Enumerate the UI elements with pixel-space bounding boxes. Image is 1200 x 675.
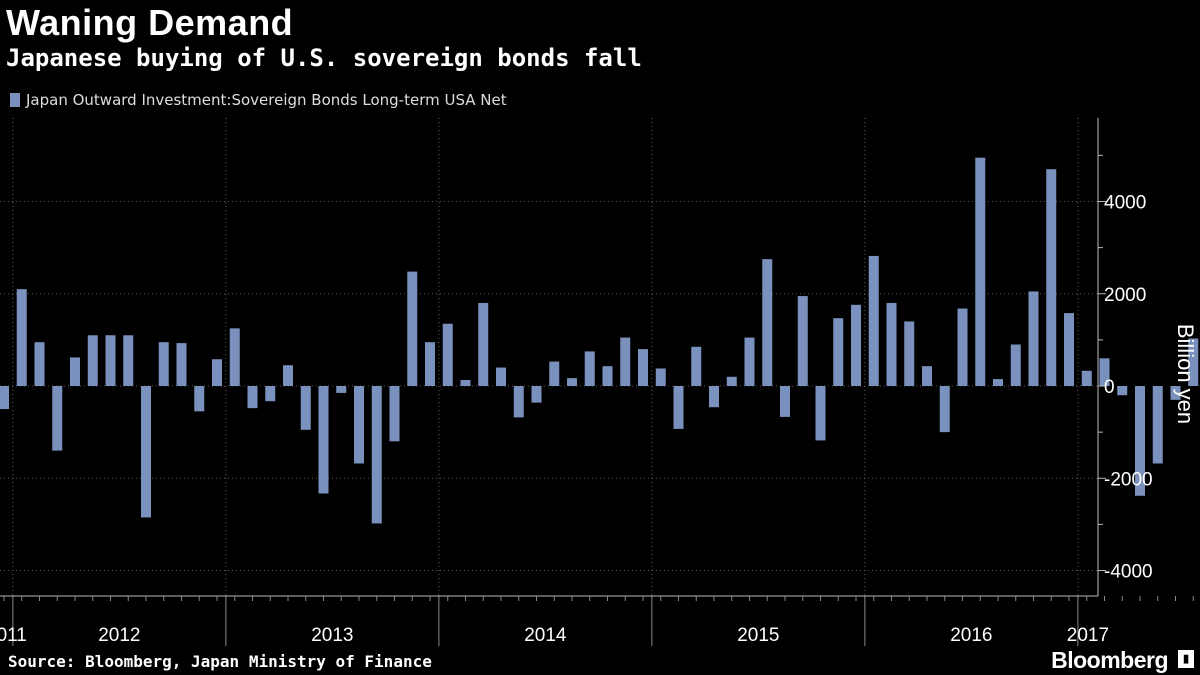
bar: [478, 302, 489, 386]
bar: [1046, 169, 1057, 386]
legend-label: Japan Outward Investment:Sovereign Bonds…: [26, 91, 507, 109]
bar: [371, 386, 382, 524]
y-tick-label: 4000: [1104, 193, 1146, 214]
bar: [620, 337, 631, 386]
bar: [1117, 386, 1128, 396]
axes: 2011 2012 2013 2014 2015 2016 2017 -4000 -2000 0 2…: [0, 118, 1198, 646]
bar: [407, 271, 418, 386]
bar: [70, 357, 80, 386]
bar: [87, 335, 98, 386]
bar: [194, 386, 205, 412]
bar: [1028, 291, 1039, 386]
bar: [904, 321, 915, 386]
bar: [957, 308, 968, 386]
bar: [638, 349, 648, 386]
bar: [1064, 313, 1074, 386]
bar: [389, 386, 400, 442]
bar: [1010, 344, 1021, 386]
bar: [1135, 386, 1145, 496]
bar: [993, 379, 1003, 386]
y-tick-label: -4000: [1104, 562, 1153, 583]
bar: [744, 337, 755, 386]
bar: [939, 386, 950, 433]
bar: [975, 157, 986, 386]
bar: [212, 359, 222, 386]
bar: [158, 342, 169, 386]
bar: [886, 302, 897, 386]
bar: [318, 386, 329, 494]
bar: [567, 378, 577, 386]
bar: [1188, 338, 1199, 386]
bar: [709, 386, 719, 408]
bar: [851, 304, 861, 386]
x-tick-label: 2012: [98, 625, 140, 646]
bar: [868, 255, 879, 386]
bar: [442, 323, 453, 386]
bar: [336, 386, 347, 393]
bar: [1170, 386, 1181, 400]
legend: Japan Outward Investment:Sovereign Bonds…: [10, 91, 507, 109]
bar: [922, 366, 932, 386]
bar: [833, 318, 844, 386]
bar: [300, 386, 311, 430]
bar: [105, 335, 116, 386]
bar: [531, 386, 542, 403]
bar: [513, 386, 524, 418]
x-tick-label: 2014: [524, 625, 567, 646]
bar: [797, 296, 808, 386]
bar: [673, 386, 684, 429]
bar: [691, 346, 702, 386]
bar: [247, 386, 258, 409]
bar: [780, 386, 790, 417]
bar: [34, 342, 45, 386]
y-tick-label: 0: [1104, 377, 1115, 398]
bar: [283, 365, 293, 386]
bar: [655, 368, 666, 386]
bloomberg-icon: ▮: [1178, 650, 1194, 668]
bar: [1099, 358, 1110, 386]
bar: [16, 289, 27, 386]
bar: [1152, 386, 1163, 464]
x-tick-label: 2011: [0, 625, 27, 646]
bar: [762, 259, 773, 386]
y-tick-label: 2000: [1104, 285, 1146, 306]
bars: [0, 157, 1199, 524]
bar: [460, 380, 471, 386]
bar: [229, 328, 240, 386]
bar: [549, 361, 560, 386]
chart-title: Waning Demand: [6, 2, 294, 43]
bar: [602, 366, 613, 386]
x-tick-label: 2015: [737, 625, 779, 646]
bar: [815, 386, 826, 441]
y-axis-label: Billion yen: [1173, 324, 1198, 424]
bar: [52, 386, 63, 451]
bar: [1081, 370, 1092, 386]
bar: [496, 367, 506, 386]
bar: [123, 335, 134, 386]
chart-subtitle: Japanese buying of U.S. sovereign bonds …: [6, 44, 642, 72]
x-tick-label: 2016: [950, 625, 992, 646]
brand-logo: Bloomberg: [1051, 647, 1168, 673]
bar: [584, 351, 595, 386]
x-tick-label: 2017: [1067, 625, 1109, 646]
legend-swatch: [10, 93, 20, 107]
x-tick-label: 2013: [311, 625, 353, 646]
bar: [354, 386, 364, 464]
bar: [176, 343, 187, 386]
bar: [425, 342, 435, 386]
bar: [0, 386, 9, 410]
bar: [141, 386, 151, 518]
bar: [265, 386, 276, 402]
grid-lines: [0, 118, 1098, 596]
y-tick-label: -2000: [1104, 469, 1153, 490]
bar: [726, 376, 737, 386]
source-note: Source: Bloomberg, Japan Ministry of Fin…: [8, 652, 432, 671]
